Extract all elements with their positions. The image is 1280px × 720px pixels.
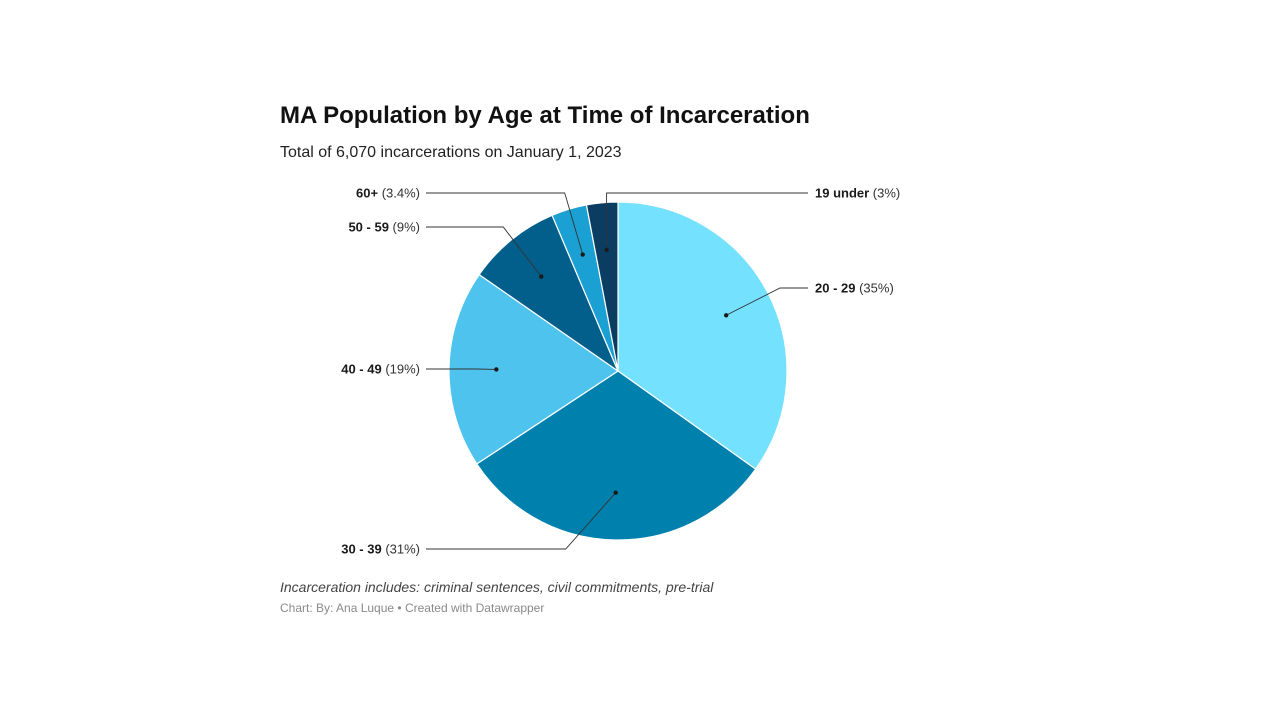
slice-category-40-49: 40 - 49 bbox=[341, 362, 381, 377]
leader-dot-60 bbox=[580, 252, 585, 257]
chart-title: MA Population by Age at Time of Incarcer… bbox=[280, 102, 810, 129]
slice-label-20-29: 20 - 29 (35%) bbox=[815, 281, 894, 296]
leader-dot-40-49 bbox=[494, 367, 499, 372]
pie-slices bbox=[448, 201, 788, 541]
slice-label-40-49: 40 - 49 (19%) bbox=[341, 362, 420, 377]
slice-category-30-39: 30 - 39 bbox=[341, 542, 381, 557]
slice-percent-60: (3.4%) bbox=[378, 186, 420, 201]
chart-subtitle: Total of 6,070 incarcerations on January… bbox=[280, 144, 622, 161]
pie-labels: 20 - 29 (35%) 30 - 39 (31%) 40 - 49 (19%) 5… bbox=[341, 186, 900, 557]
slice-category-20-29: 20 - 29 bbox=[815, 281, 855, 296]
slice-percent-19-under: (3%) bbox=[869, 186, 900, 201]
chart-credit: Chart: By: Ana Luque • Created with Data… bbox=[280, 601, 545, 615]
slice-label-30-39: 30 - 39 (31%) bbox=[341, 542, 420, 557]
slice-percent-20-29: (35%) bbox=[855, 281, 893, 296]
leader-line-20-29 bbox=[725, 287, 808, 316]
slice-percent-30-39: (31%) bbox=[382, 542, 420, 557]
leader-line-60 bbox=[426, 192, 584, 255]
leader-dot-19-under bbox=[604, 247, 609, 253]
leader-dot-30-39 bbox=[613, 490, 618, 495]
slice-category-60: 60+ bbox=[356, 186, 378, 201]
leader-dot-20-29 bbox=[723, 313, 729, 318]
pie-slice-19-under bbox=[585, 201, 619, 372]
leader-line-50-59 bbox=[426, 226, 542, 277]
pie-leader-lines bbox=[426, 192, 808, 550]
leader-line-30-39 bbox=[426, 492, 617, 550]
slice-label-60: 60+ (3.4%) bbox=[356, 186, 420, 201]
slice-percent-40-49: (19%) bbox=[382, 362, 420, 377]
slice-label-19-under: 19 under (3%) bbox=[815, 186, 900, 201]
leader-dot-50-59 bbox=[539, 274, 544, 279]
slice-category-50-59: 50 - 59 bbox=[348, 220, 388, 235]
pie-slice-50-59 bbox=[478, 214, 619, 372]
slice-percent-50-59: (9%) bbox=[389, 220, 420, 235]
leader-line-19-under bbox=[606, 192, 808, 250]
slice-label-50-59: 50 - 59 (9%) bbox=[348, 220, 420, 235]
slice-category-19-under: 19 under bbox=[815, 186, 869, 201]
chart-note: Incarceration includes: criminal sentenc… bbox=[280, 579, 714, 595]
pie-slice-30-39 bbox=[476, 370, 757, 541]
